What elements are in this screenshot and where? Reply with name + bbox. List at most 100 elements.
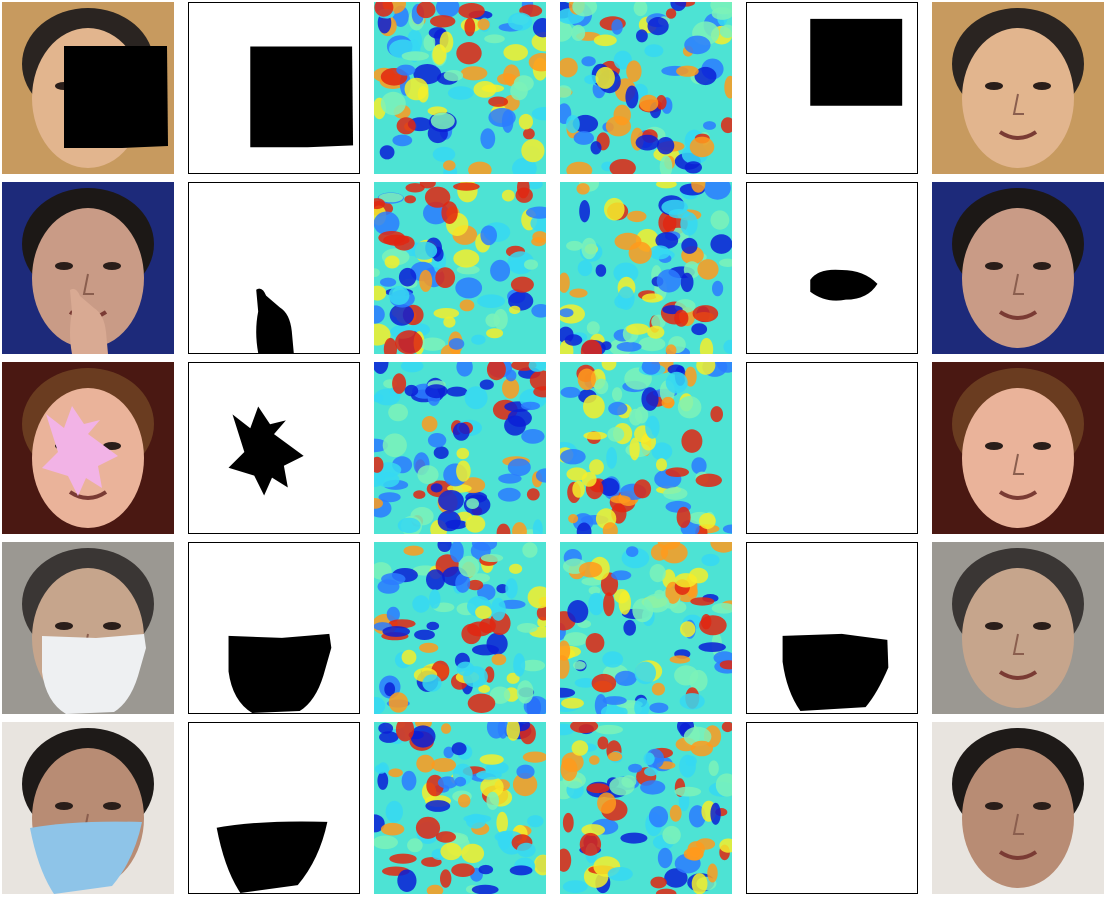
- noise-blob: [647, 17, 669, 36]
- noise-blob: [376, 472, 400, 488]
- noise-blob: [389, 853, 417, 864]
- noise-blob: [595, 66, 615, 89]
- noise-blob: [486, 722, 506, 739]
- noise-blob: [467, 579, 484, 591]
- noise-blob: [528, 362, 546, 372]
- left-eye: [985, 442, 1003, 450]
- noise-blob: [651, 682, 665, 696]
- noise-blob: [584, 74, 599, 85]
- right-eye: [103, 442, 121, 450]
- predicted-mask-row-3: [746, 362, 918, 534]
- predicted-mask-row-4: [746, 542, 918, 714]
- face-output-image: [932, 182, 1104, 354]
- noise-blob: [564, 334, 583, 346]
- left-eye: [55, 622, 73, 630]
- noise-blob: [571, 740, 589, 756]
- noise-blob: [473, 81, 497, 98]
- noise-blob: [691, 457, 707, 475]
- noise-map-b-row-3: [560, 362, 732, 534]
- noise-blob: [609, 159, 636, 174]
- noise-blob: [536, 605, 546, 621]
- noise-blob: [460, 66, 488, 81]
- noise-blob: [413, 490, 426, 499]
- noise-blob: [531, 107, 546, 121]
- noise-blob: [669, 655, 691, 664]
- noise-blob: [681, 237, 698, 254]
- occluder: [64, 46, 168, 148]
- noise-blob: [479, 754, 504, 765]
- noise-blob: [374, 764, 387, 774]
- noise-blob: [581, 472, 597, 487]
- noise-blob: [452, 422, 470, 441]
- noise-blob: [580, 339, 602, 354]
- noise-blob: [665, 467, 689, 477]
- noise-blob: [437, 542, 452, 552]
- noise-blob: [447, 86, 474, 100]
- noise-blob: [613, 262, 639, 284]
- noise-blob: [424, 186, 451, 208]
- noise-blob: [590, 141, 602, 155]
- noise-blob: [662, 825, 681, 845]
- right-eye: [1033, 802, 1051, 810]
- noise-blob: [512, 522, 527, 534]
- noise-blob: [650, 543, 669, 561]
- noise-blob: [429, 589, 441, 609]
- noise-blob: [374, 198, 385, 210]
- noise-blob: [475, 605, 492, 619]
- noise-blob: [603, 592, 615, 617]
- noise-map-a-row-2: [374, 182, 546, 354]
- noise-blob: [638, 336, 666, 352]
- mask-region: [228, 633, 332, 713]
- predicted-mask-region: [782, 633, 889, 712]
- face-input-image: [2, 362, 174, 534]
- noise-blob: [467, 693, 496, 713]
- noise-blob: [465, 515, 486, 533]
- noise-blob: [532, 18, 546, 38]
- noise-blob: [401, 770, 417, 791]
- noise-blob: [699, 337, 714, 354]
- noise-blob: [597, 736, 609, 750]
- face-output-image: [932, 362, 1104, 534]
- noise-blob: [380, 91, 406, 116]
- noise-blob: [505, 578, 518, 599]
- noise-blob: [560, 848, 572, 872]
- noise-blob: [497, 487, 521, 502]
- noise-blob: [395, 722, 415, 742]
- noise-blob: [529, 370, 546, 391]
- noise-blob: [435, 267, 456, 288]
- noise-blob: [690, 597, 715, 606]
- noise-blob: [497, 831, 511, 850]
- noise-blob: [701, 553, 720, 567]
- noise-blob: [459, 299, 475, 312]
- mouth: [998, 670, 1038, 680]
- noise-blob: [708, 760, 719, 776]
- occluder: [70, 288, 108, 354]
- noise-map-a-image: [374, 722, 546, 894]
- noise-blob: [374, 268, 380, 277]
- noise-blob: [607, 752, 623, 762]
- noise-blob: [398, 267, 417, 287]
- noise-blob: [374, 362, 389, 374]
- noise-blob: [602, 651, 624, 668]
- noise-blob: [588, 592, 605, 616]
- face-input-image: [2, 182, 174, 354]
- noise-blob: [570, 722, 599, 734]
- noise-blob: [438, 490, 464, 512]
- noise-blob: [456, 362, 473, 377]
- noise-blob: [643, 752, 655, 766]
- noise-blob: [722, 524, 732, 534]
- noise-blob: [583, 431, 607, 440]
- noise-blob: [458, 794, 471, 808]
- noise-blob: [458, 555, 480, 578]
- noise-blob: [443, 70, 464, 82]
- noise-blob: [476, 770, 502, 780]
- noise-blob: [599, 478, 620, 497]
- noise-blob: [583, 394, 605, 419]
- noise-blob: [640, 780, 666, 795]
- face-input-row-3: [2, 362, 174, 534]
- noise-blob: [443, 316, 456, 328]
- noise-blob: [604, 197, 625, 221]
- noise-blob: [635, 134, 660, 151]
- noise-blob: [701, 614, 712, 630]
